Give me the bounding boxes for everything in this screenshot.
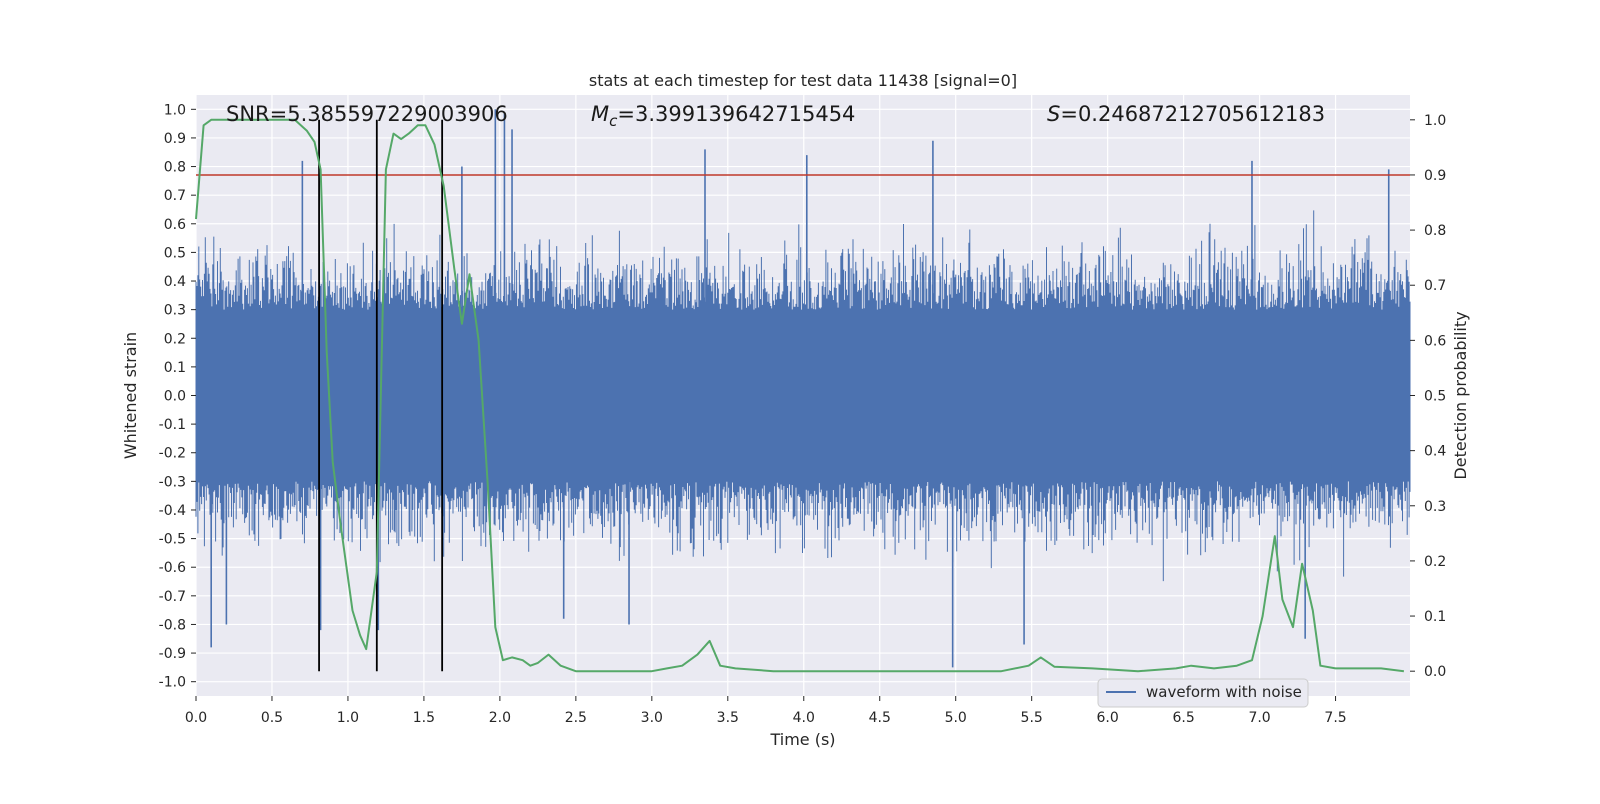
y2-tick-label: 0.3 xyxy=(1424,499,1446,515)
x-tick-label: 4.0 xyxy=(793,710,815,726)
y-tick-label: -0.3 xyxy=(159,474,186,490)
y-tick-label: -0.8 xyxy=(159,617,186,633)
y2-tick-label: 0.5 xyxy=(1424,389,1446,405)
y-tick-label: 0.9 xyxy=(164,131,186,147)
probability-line xyxy=(195,118,1405,673)
y2-tick-label: 0.2 xyxy=(1424,554,1446,570)
y-tick-label: 0.0 xyxy=(164,389,186,405)
score-symbol: S xyxy=(1047,102,1060,126)
chirp-mass-annotation: Mc=3.399139642715454 xyxy=(591,102,855,130)
chirp-mass-value: =3.399139642715454 xyxy=(617,102,855,126)
y-tick-label: 1.0 xyxy=(164,102,186,118)
snr-annotation: SNR=5.385597229003906 xyxy=(226,102,508,126)
score-annotation: S=0.24687212705612183 xyxy=(1047,102,1325,126)
chirp-mass-subscript: c xyxy=(609,112,618,130)
y-tick-label: -0.7 xyxy=(159,589,186,605)
axes: 0.0 0.5 1.0 1.5 2.0 2.5 3.0 3.5 4.0 4.5 5.0 5.5 6.0 6… xyxy=(159,102,1447,726)
x-tick-label: 6.5 xyxy=(1172,710,1194,726)
y-tick-label: -1.0 xyxy=(159,675,186,691)
x-axis-label: Time (s) xyxy=(769,730,835,749)
y2-tick-label: 0.9 xyxy=(1424,168,1446,184)
legend: waveform with noise xyxy=(1097,678,1309,708)
score-value: =0.24687212705612183 xyxy=(1060,102,1325,126)
strain-series xyxy=(195,109,1411,668)
x-tick-label: 1.0 xyxy=(337,710,359,726)
y-axis-label: Whitened strain xyxy=(121,332,140,459)
y-tick-label: -0.9 xyxy=(159,646,186,662)
legend-label: waveform with noise xyxy=(1146,683,1302,701)
y-tick-label: 0.2 xyxy=(164,331,186,347)
x-tick-label: 1.5 xyxy=(413,710,435,726)
y2-tick-label: 0.4 xyxy=(1424,444,1446,460)
y2-tick-label: 0.0 xyxy=(1424,664,1446,680)
y-tick-label: -0.2 xyxy=(159,446,186,462)
x-tick-label: 2.0 xyxy=(489,710,511,726)
y-tick-label: 0.4 xyxy=(164,274,186,290)
y-tick-label: 0.5 xyxy=(164,245,186,261)
y-tick-label: -0.1 xyxy=(159,417,186,433)
x-tick-label: 5.5 xyxy=(1021,710,1043,726)
x-tick-label: 7.0 xyxy=(1248,710,1270,726)
x-tick-label: 2.5 xyxy=(565,710,587,726)
x-tick-label: 3.5 xyxy=(717,710,739,726)
y-tick-label: -0.5 xyxy=(159,532,186,548)
y-tick-label: -0.6 xyxy=(159,560,186,576)
y2-tick-label: 0.6 xyxy=(1424,333,1446,349)
y-tick-label: -0.4 xyxy=(159,503,186,519)
x-tick-label: 6.0 xyxy=(1097,710,1119,726)
x-tick-label: 0.5 xyxy=(261,710,283,726)
y-tick-label: 0.7 xyxy=(164,188,186,204)
y2-tick-label: 0.7 xyxy=(1424,278,1446,294)
x-tick-label: 3.0 xyxy=(641,710,663,726)
y-tick-label: 0.6 xyxy=(164,217,186,233)
x-tick-label: 7.5 xyxy=(1324,710,1346,726)
legend-box xyxy=(1097,678,1309,708)
y2-tick-label: 0.8 xyxy=(1424,223,1446,239)
y-tick-label: 0.1 xyxy=(164,360,186,376)
chirp-mass-symbol: M xyxy=(591,102,609,126)
chart-title: stats at each timestep for test data 114… xyxy=(589,71,1017,90)
x-tick-label: 4.5 xyxy=(869,710,891,726)
strain-noise-trace xyxy=(195,210,1411,582)
y2-axis-label: Detection probability xyxy=(1451,311,1470,479)
y-tick-label: 0.3 xyxy=(164,303,186,319)
y2-tick-label: 0.1 xyxy=(1424,609,1446,625)
y2-tick-label: 1.0 xyxy=(1424,113,1446,129)
y-tick-label: 0.8 xyxy=(164,160,186,176)
x-tick-label: 5.0 xyxy=(945,710,967,726)
vertical-markers xyxy=(318,119,444,672)
x-tick-label: 0.0 xyxy=(185,710,207,726)
probability-series xyxy=(195,118,1405,673)
